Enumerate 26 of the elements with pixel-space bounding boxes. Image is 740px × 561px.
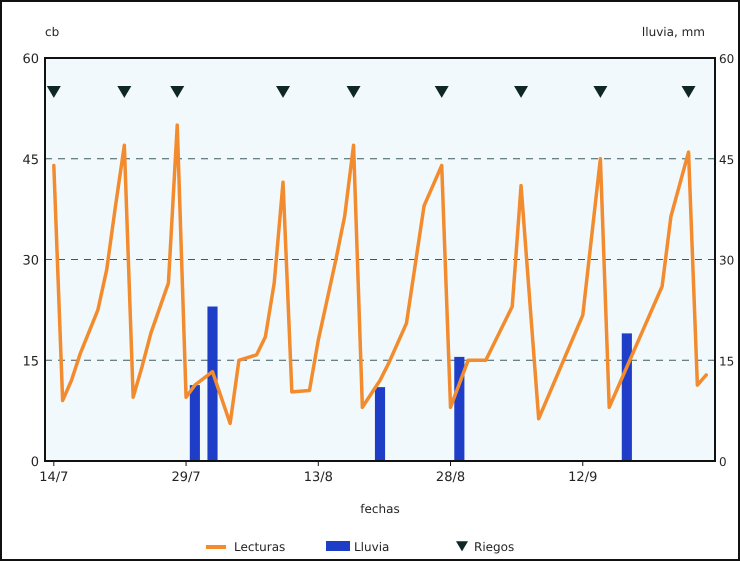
x-tick-label: 12/9 bbox=[568, 470, 598, 485]
x-tick-label: 28/8 bbox=[436, 470, 466, 485]
y2-tick-label: 15 bbox=[719, 354, 734, 368]
x-tick-label: 14/7 bbox=[39, 470, 68, 485]
y-axis-title: cb bbox=[45, 25, 60, 39]
y-tick-label: 45 bbox=[22, 152, 39, 168]
y2-axis-title: lluvia, mm bbox=[642, 25, 705, 39]
y-tick-label: 30 bbox=[22, 254, 39, 268]
bar bbox=[374, 387, 386, 461]
y2-tick-label: 45 bbox=[719, 152, 734, 167]
bar bbox=[190, 385, 200, 461]
legend-label: Riegos bbox=[474, 540, 514, 554]
x-tick-label: 29/7 bbox=[171, 470, 201, 485]
y2-tick-label: 30 bbox=[719, 254, 734, 268]
legend-label: Lecturas bbox=[234, 540, 286, 554]
y-tick-label: 15 bbox=[22, 354, 39, 370]
bar bbox=[622, 333, 632, 461]
y-tick-label: 0 bbox=[30, 455, 39, 470]
x-axis-title: fechas bbox=[360, 502, 400, 516]
bar bbox=[207, 306, 218, 461]
legend-label: Lluvia bbox=[354, 540, 390, 554]
line-series bbox=[52, 123, 708, 426]
y2-tick-label: 60 bbox=[719, 52, 734, 66]
y-tick-label: 60 bbox=[22, 52, 39, 67]
y2-tick-label: 0 bbox=[719, 455, 727, 469]
x-tick-label: 13/8 bbox=[304, 470, 333, 485]
